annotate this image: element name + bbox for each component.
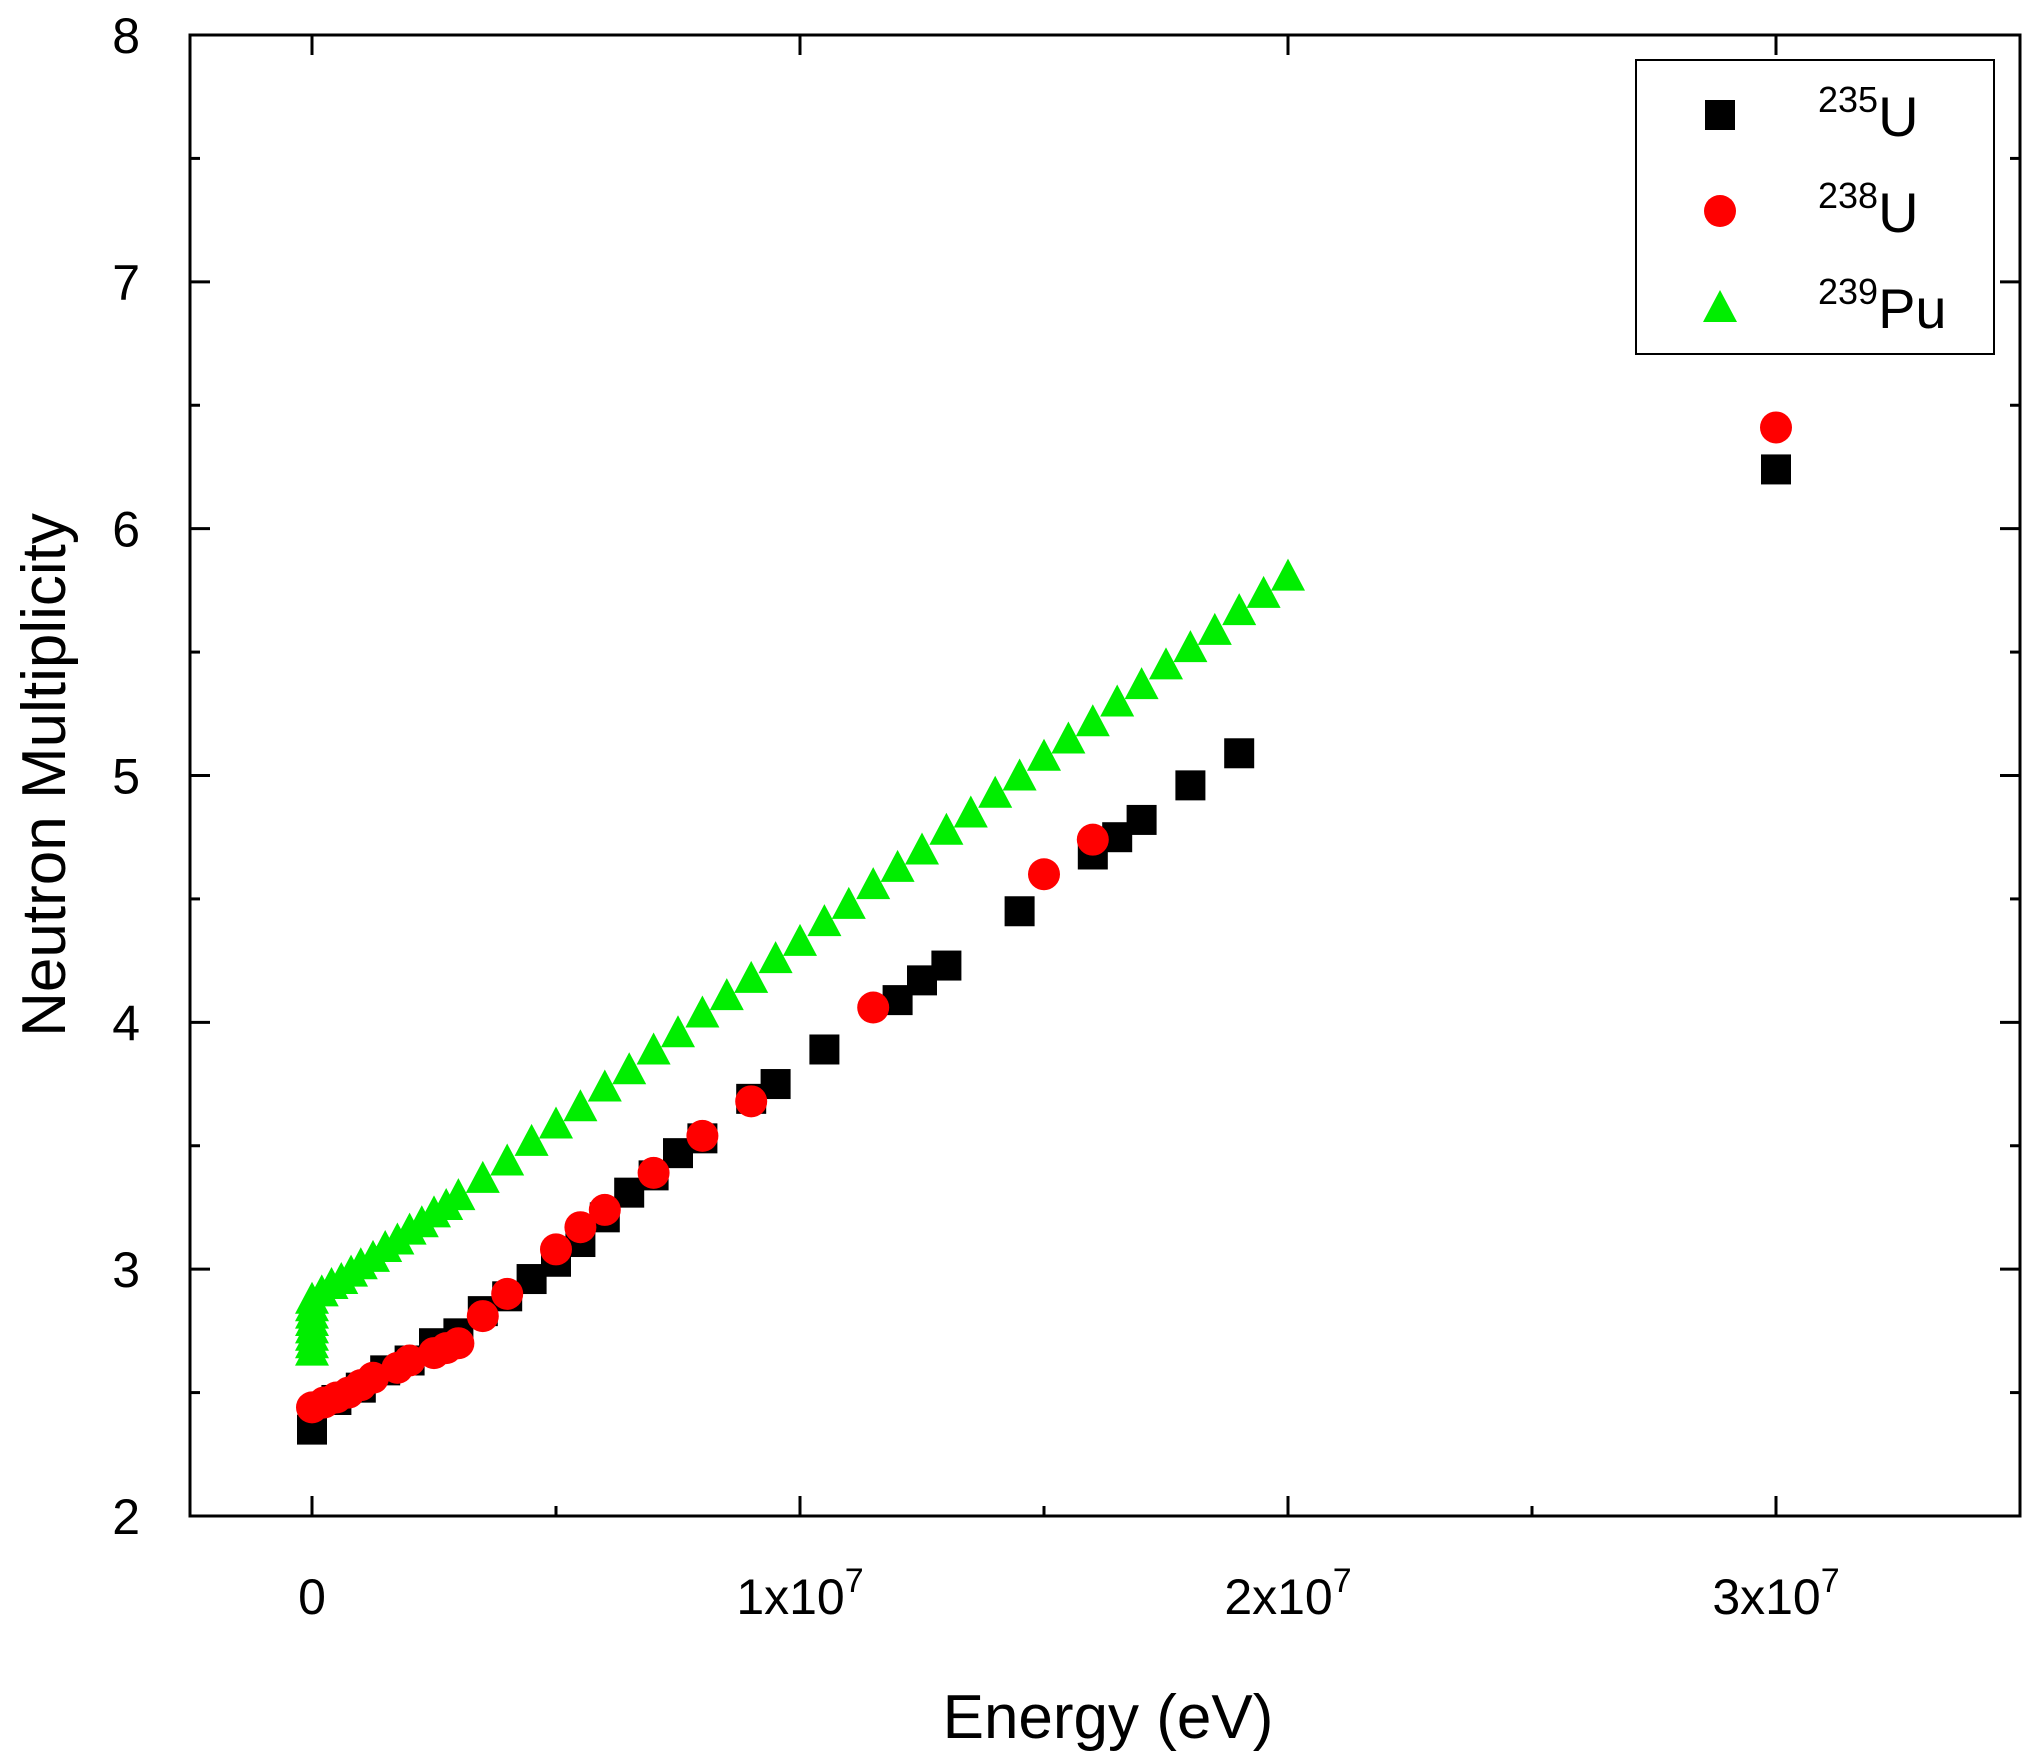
legend-label-Pu-239: 239Pu xyxy=(1818,271,1947,340)
data-point xyxy=(465,1160,500,1193)
data-point xyxy=(637,1156,670,1189)
data-point xyxy=(612,1052,647,1085)
data-point xyxy=(1051,721,1086,754)
legend-marker-Pu-239 xyxy=(1703,290,1737,322)
data-point xyxy=(491,1277,524,1310)
data-point xyxy=(1149,647,1183,680)
x-axis-title: Energy (eV) xyxy=(943,1683,1274,1752)
data-point xyxy=(490,1143,525,1176)
data-point xyxy=(514,1123,549,1156)
y-minor-ticks xyxy=(190,156,2020,1395)
data-point xyxy=(1126,804,1157,835)
legend-label-U-238: 238U xyxy=(1818,175,1919,244)
data-point xyxy=(978,775,1013,808)
data-point xyxy=(441,1178,476,1211)
y-tick-label: 5 xyxy=(112,749,140,805)
data-point xyxy=(857,991,890,1024)
y-tick-label: 8 xyxy=(112,8,140,64)
data-point xyxy=(1100,684,1135,717)
data-point xyxy=(1175,770,1206,801)
data-point xyxy=(1173,630,1208,663)
y-tick-label: 3 xyxy=(112,1242,140,1298)
data-point xyxy=(1224,738,1255,769)
data-point xyxy=(929,812,964,845)
legend: 235U 238U 239Pu xyxy=(1635,59,1995,355)
data-point xyxy=(1222,593,1257,626)
data-point xyxy=(758,941,793,974)
data-point xyxy=(1271,558,1305,591)
x-tick-label: 0 xyxy=(298,1569,326,1625)
data-point xyxy=(563,1089,598,1122)
data-point xyxy=(540,1233,572,1266)
data-point xyxy=(807,904,842,937)
data-point xyxy=(905,832,939,865)
data-point xyxy=(539,1106,573,1139)
data-point xyxy=(734,960,769,993)
data-point xyxy=(1197,612,1232,645)
data-point xyxy=(831,886,866,919)
y-tick-label: 4 xyxy=(112,995,140,1051)
y-axis-title: Neutron Multiplicity xyxy=(10,513,79,1037)
x-tick-label: 2x107 xyxy=(1224,1562,1351,1625)
data-point xyxy=(953,795,988,828)
data-point xyxy=(442,1327,475,1360)
data-point xyxy=(685,995,720,1028)
y-tick-label: 2 xyxy=(112,1489,140,1545)
data-point xyxy=(1760,411,1792,444)
data-point xyxy=(1246,575,1281,608)
data-point xyxy=(1027,738,1061,771)
data-point xyxy=(809,1034,840,1065)
data-point xyxy=(1124,667,1159,700)
data-point xyxy=(1075,704,1110,737)
data-point xyxy=(357,1361,389,1394)
data-point xyxy=(686,1119,719,1152)
data-points xyxy=(295,411,1792,1445)
data-point xyxy=(564,1211,597,1244)
x-tick-label: 3x107 xyxy=(1712,1562,1839,1625)
data-point xyxy=(856,867,891,900)
y-axis: 2 3 4 5 6 7 8 xyxy=(112,8,2020,1545)
data-point xyxy=(735,1085,768,1118)
data-point xyxy=(588,1193,621,1226)
y-tick-label: 6 xyxy=(112,502,140,558)
x-axis: 0 1x107 2x107 3x107 xyxy=(298,35,1840,1625)
data-point xyxy=(1004,896,1035,927)
data-point xyxy=(783,923,817,956)
data-point xyxy=(1002,758,1037,791)
data-point xyxy=(931,950,962,981)
legend-marker-U-235 xyxy=(1705,100,1735,130)
series-U-238 xyxy=(296,411,1792,1424)
data-point xyxy=(1761,454,1791,485)
series-Pu-239 xyxy=(295,558,1305,1366)
x-tick-label: 1x107 xyxy=(736,1562,863,1625)
data-point xyxy=(393,1344,426,1377)
legend-label-U-235: 235U xyxy=(1818,79,1919,148)
data-point xyxy=(1076,823,1109,856)
data-point xyxy=(587,1069,622,1102)
data-point xyxy=(1028,858,1060,891)
y-tick-label: 7 xyxy=(112,255,140,311)
x-minor-ticks xyxy=(554,1506,1534,1516)
legend-marker-U-238 xyxy=(1704,195,1736,227)
data-point xyxy=(709,978,744,1011)
data-point xyxy=(661,1015,695,1048)
data-point xyxy=(466,1300,499,1333)
data-point xyxy=(636,1032,671,1065)
data-point xyxy=(880,849,915,882)
legend-box xyxy=(1635,59,1995,355)
data-point xyxy=(760,1069,791,1100)
